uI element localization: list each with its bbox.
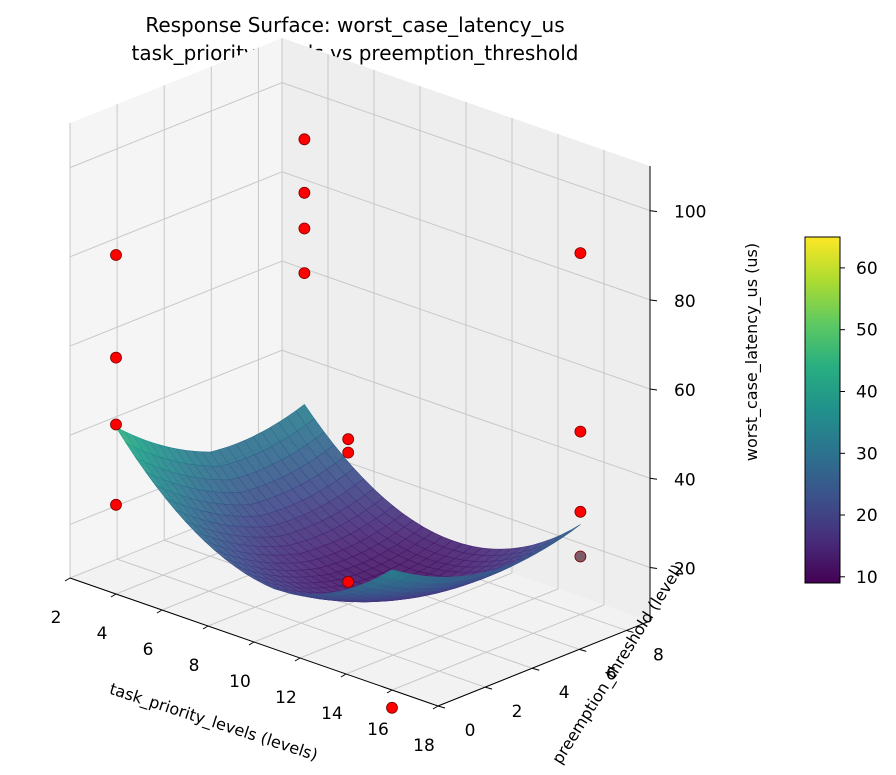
z-tick-mark — [649, 299, 658, 302]
grid-line-floor-x — [345, 588, 559, 675]
data-point — [342, 446, 355, 459]
surface-patch — [381, 569, 402, 579]
tick-labels: 2 4 6 8 10 12 14 16 18 0 2 4 6 8 20 40 60 80 100 — [51, 203, 707, 756]
colorbar-ticks: 10 20 30 40 50 60 — [840, 259, 878, 588]
z-axis-label: worst_case_latency_us (us) — [742, 243, 762, 461]
axes-lines — [64, 166, 658, 710]
x-tick-label: 2 — [51, 608, 62, 628]
colorbar: 10 20 30 40 50 60 — [804, 236, 878, 588]
scatter-points — [110, 133, 587, 714]
data-point — [298, 186, 311, 199]
z-tick-label: 40 — [674, 470, 696, 490]
x-tick-mark — [432, 705, 439, 710]
x-tick-label: 16 — [367, 720, 389, 740]
x-tick-label: 18 — [413, 736, 435, 756]
data-point — [342, 433, 355, 446]
grid-line-left-z — [69, 171, 283, 258]
x-tick-mark — [386, 689, 393, 694]
grid-line-left-z — [69, 260, 283, 347]
y-tick-label: 2 — [512, 702, 523, 722]
y-tick-label: 4 — [559, 683, 570, 703]
data-point — [110, 418, 122, 431]
colorbar-gradient — [804, 236, 841, 584]
z-tick-mark — [649, 566, 658, 569]
data-point — [342, 576, 355, 588]
x-tick-label: 8 — [189, 656, 200, 676]
grid-line-floor-y — [116, 558, 486, 688]
z-tick-label: 60 — [674, 381, 696, 401]
colorbar-tick-label: 20 — [856, 506, 878, 526]
data-point — [574, 505, 587, 518]
x-tick-label: 12 — [275, 688, 297, 708]
data-point — [574, 247, 587, 260]
z-tick-label: 20 — [674, 560, 696, 580]
grid-line-floor-y — [164, 539, 533, 669]
y-tick-label: 0 — [465, 721, 476, 741]
response-surface — [115, 403, 581, 603]
y-tick-label: 6 — [606, 664, 617, 684]
left-pane — [70, 38, 282, 578]
y-tick-mark — [579, 648, 587, 652]
x-tick-mark — [248, 641, 255, 646]
grid-line-back-z — [281, 82, 651, 212]
data-point — [298, 267, 311, 280]
colorbar-tick-label: 60 — [856, 259, 878, 279]
grid-line-back-z — [281, 171, 651, 301]
grid-line-floor-x — [391, 604, 605, 691]
data-point — [574, 425, 587, 438]
x-tick-label: 10 — [229, 672, 251, 692]
z-tick-label: 100 — [674, 203, 706, 223]
colorbar-tick-label: 50 — [856, 321, 878, 341]
x-tick-mark — [64, 577, 71, 582]
grid-line-back-z — [281, 260, 651, 390]
data-point — [110, 249, 122, 261]
x-tick-mark — [156, 609, 163, 614]
y-tick-mark — [626, 629, 634, 633]
grid-line-left-z — [69, 82, 283, 169]
x-tick-mark — [202, 625, 209, 630]
z-tick-mark — [649, 388, 658, 391]
data-point — [574, 550, 587, 563]
grid-line-left-z — [69, 349, 283, 436]
grid-line-back-z — [281, 349, 651, 479]
y-tick-mark — [484, 686, 493, 690]
colorbar-tick-label: 10 — [856, 568, 878, 588]
x-tick-mark — [294, 657, 301, 662]
y-axis-line — [437, 620, 651, 707]
y-tick-mark — [437, 705, 446, 709]
z-tick-mark — [649, 477, 658, 480]
x-tick-label: 6 — [143, 640, 154, 660]
y-tick-mark — [532, 667, 540, 671]
x-tick-label: 4 — [97, 624, 108, 644]
z-tick-mark — [649, 210, 658, 213]
z-tick-label: 80 — [674, 292, 696, 312]
chart-title-line2: task_priority_levels vs preemption_thres… — [132, 41, 579, 65]
x-tick-mark — [110, 593, 117, 598]
chart-title-line1: Response Surface: worst_case_latency_us — [145, 13, 564, 37]
x-tick-mark — [340, 673, 347, 678]
x-tick-label: 14 — [321, 704, 343, 724]
colorbar-tick-label: 30 — [856, 444, 878, 464]
data-point — [298, 133, 311, 146]
grid-line-floor-x — [299, 572, 513, 659]
data-point — [110, 498, 122, 511]
data-point — [110, 351, 122, 364]
y-tick-label: 8 — [653, 645, 664, 665]
data-point — [386, 701, 398, 714]
colorbar-tick-label: 40 — [856, 383, 878, 403]
data-point — [298, 222, 311, 235]
axes-panes — [70, 38, 650, 706]
